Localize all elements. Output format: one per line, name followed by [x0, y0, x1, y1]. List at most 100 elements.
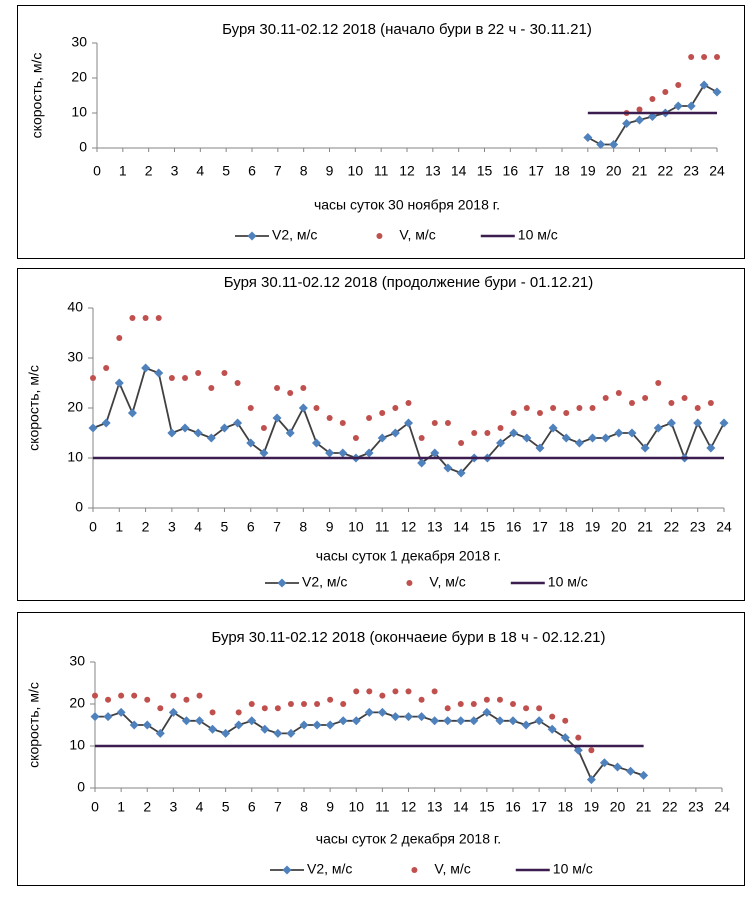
y-tick-label: 40 [67, 299, 83, 315]
x-tick-label: 10 [348, 799, 364, 815]
marker [482, 707, 492, 717]
chart-title: Буря 30.11-02.12 2018 (продолжение бури … [224, 274, 594, 291]
x-tick-label: 17 [532, 519, 548, 535]
point [314, 701, 321, 707]
x-tick-label: 21 [637, 519, 653, 535]
point [168, 375, 175, 381]
marker [521, 720, 531, 730]
marker [712, 87, 722, 97]
point [714, 54, 720, 60]
x-tick-label: 4 [194, 519, 202, 535]
point [523, 405, 530, 411]
marker [626, 766, 636, 776]
marker [534, 716, 544, 726]
point [340, 701, 347, 707]
marker [114, 378, 124, 388]
x-tick-label: 18 [554, 163, 570, 179]
marker [286, 728, 296, 738]
marker [338, 448, 348, 458]
marker [155, 728, 165, 738]
y-tick-label: 20 [71, 69, 87, 85]
marker [325, 720, 335, 730]
marker [635, 115, 644, 125]
marker [377, 707, 387, 717]
marker [259, 448, 269, 458]
marker [443, 716, 453, 726]
x-tick-label: 11 [374, 163, 389, 179]
x-tick-label: 9 [326, 519, 334, 535]
x-tick-label: 4 [196, 163, 204, 179]
y-tick-label: 30 [67, 349, 83, 365]
marker [195, 716, 204, 726]
x-tick-label: 17 [531, 799, 547, 815]
marker [338, 716, 348, 726]
marker [167, 428, 177, 438]
x-tick-label: 6 [248, 799, 256, 815]
x-tick-label: 11 [375, 799, 390, 815]
marker [588, 433, 598, 443]
x-tick-label: 21 [636, 799, 652, 815]
point [392, 688, 399, 695]
point [247, 405, 254, 411]
marker [693, 418, 703, 428]
point [615, 390, 622, 396]
marker [390, 428, 400, 438]
x-tick-label: 12 [399, 163, 415, 179]
point [129, 315, 136, 321]
marker [609, 140, 619, 149]
marker [103, 712, 113, 722]
point [471, 430, 478, 436]
marker [285, 428, 295, 438]
marker [208, 724, 218, 734]
marker [404, 712, 413, 722]
x-tick-label: 15 [479, 799, 495, 815]
x-tick-label: 2 [142, 519, 150, 535]
marker [547, 724, 557, 734]
point [668, 400, 675, 406]
marker [193, 428, 203, 438]
marker [299, 720, 309, 730]
point [470, 701, 477, 707]
legend-label: 10 м/с [518, 227, 558, 243]
legend-label: V, м/с [399, 227, 435, 243]
x-tick-label: 5 [222, 799, 230, 815]
point [418, 696, 425, 703]
x-tick-label: 20 [606, 163, 622, 179]
y-tick-label: 10 [69, 737, 85, 753]
point [694, 405, 701, 411]
point [327, 696, 334, 703]
x-tick-label: 22 [662, 799, 678, 815]
marker [601, 433, 611, 443]
point [235, 709, 242, 716]
legend-symbol [282, 865, 292, 875]
x-tick-label: 22 [658, 163, 674, 179]
marker [272, 413, 282, 423]
legend-symbol [277, 578, 287, 588]
x-tick-label: 6 [247, 519, 255, 535]
point [418, 435, 425, 441]
marker [719, 418, 729, 428]
x-tick-label: 21 [632, 163, 648, 179]
x-tick-label: 3 [168, 519, 176, 535]
y-tick-label: 20 [67, 399, 83, 415]
y-axis-label: скорость, м/с [29, 53, 45, 139]
marker [561, 433, 571, 443]
point [642, 395, 649, 401]
point [366, 688, 373, 695]
y-axis-label: скорость, м/с [26, 682, 42, 768]
x-tick-label: 23 [683, 163, 699, 179]
marker [260, 724, 270, 734]
x-tick-label: 7 [274, 163, 282, 179]
point [234, 380, 241, 386]
legend-symbol [411, 867, 418, 873]
marker [247, 716, 257, 726]
point [688, 54, 695, 60]
point [261, 705, 268, 712]
x-tick-label: 22 [664, 519, 680, 535]
point [352, 435, 359, 441]
marker [127, 408, 137, 418]
marker [219, 423, 229, 433]
chart-frame [17, 5, 745, 259]
x-tick-label: 16 [505, 799, 521, 815]
